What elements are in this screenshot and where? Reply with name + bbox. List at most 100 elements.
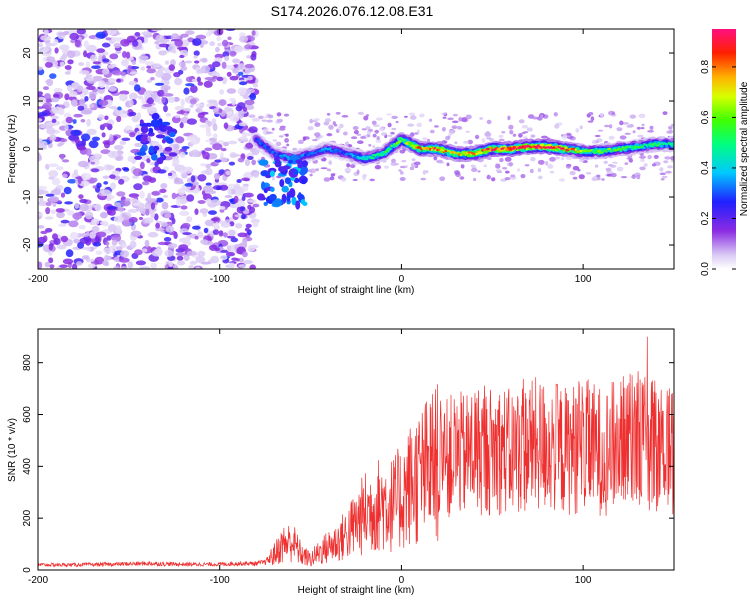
noise-blob [64,93,70,101]
noise-blob [242,251,248,258]
snr-series [38,336,674,568]
noise-blob [449,130,453,135]
noise-blob [151,191,161,196]
noise-blob [173,72,181,78]
noise-blob [60,219,70,224]
noise-blob [180,200,186,205]
noise-blob [78,224,86,230]
noise-blob [72,263,78,269]
noise-blob [309,173,313,177]
noise-blob [409,166,415,171]
noise-blob [168,64,175,71]
colorbar-tick-label: 0.0 [700,262,711,276]
noise-blob [54,47,59,54]
noise-blob [670,156,674,161]
noise-blob [495,169,502,172]
noise-blob [238,110,244,119]
ridge-mark [487,147,490,151]
noise-blob [244,88,256,94]
noise-blob [638,113,646,119]
y-tick-label: 10 [22,95,33,107]
noise-blob [73,169,79,176]
noise-blob [53,87,63,93]
noise-blob [381,132,387,136]
noise-blob [532,116,539,120]
noise-blob [612,161,618,164]
noise-blob [62,159,70,163]
ridge-mark [266,146,270,149]
noise-blob [139,190,145,199]
noise-blob [202,185,214,193]
noise-blob [59,61,65,67]
noise-blob [524,164,530,167]
ridge-mark [385,149,389,153]
noise-blob [77,176,82,185]
noise-blob [38,185,48,190]
noise-blob [105,84,110,91]
noise-blob [458,116,463,122]
noise-blob [285,133,289,137]
noise-blob [53,237,61,246]
noise-blob [111,37,122,43]
noise-blob [140,161,145,170]
noise-blob [91,225,100,233]
noise-blob [238,122,248,127]
noise-blob [78,70,90,75]
ridge-mark [388,147,391,150]
noise-blob [38,261,43,269]
noise-blob [360,136,367,139]
noise-blob [152,93,157,101]
noise-blob [128,216,138,223]
noise-blob [540,114,544,119]
noise-blob [454,170,460,175]
noise-blob [416,122,423,128]
noise-blob [505,170,510,174]
noise-blob [158,50,167,56]
noise-blob [481,138,486,143]
noise-blob [529,168,534,174]
noise-blob [178,151,186,158]
noise-blob [394,163,400,166]
noise-blob [272,139,277,142]
noise-blob [152,63,162,68]
noise-blob [140,66,146,71]
colorbar-gradient [712,29,736,269]
noise-blob [210,255,220,264]
noise-blob [315,168,319,172]
noise-blob [363,115,369,121]
noise-blob [419,113,425,118]
noise-blob [160,183,168,189]
noise-blob [196,106,203,114]
noise-blob [190,98,197,105]
noise-blob [554,123,560,129]
noise-blob [233,64,239,68]
noise-blob [195,34,207,40]
noise-blob [204,147,213,152]
noise-blob [575,128,580,133]
noise-blob [180,39,190,48]
noise-blob [133,84,141,92]
noise-blob [141,248,148,253]
noise-blob [383,165,389,169]
noise-blob [181,222,191,229]
noise-blob [161,96,166,104]
noise-blob [46,127,56,135]
noise-blob [245,142,254,149]
noise-blob [667,165,673,169]
noise-blob [629,114,636,119]
noise-blob [151,120,161,128]
noise-blob [119,140,127,145]
noise-blob [85,247,92,251]
noise-blob [125,51,131,59]
noise-blob [518,133,523,138]
noise-blob [502,167,508,170]
noise-blob [203,227,209,234]
noise-blob [182,232,192,236]
noise-blob [174,105,185,111]
noise-blob [227,36,232,41]
ridge-mark [448,149,451,153]
noise-blob [207,29,212,34]
ridge-mark [644,143,647,146]
noise-blob [134,32,141,37]
noise-blob [610,172,617,178]
